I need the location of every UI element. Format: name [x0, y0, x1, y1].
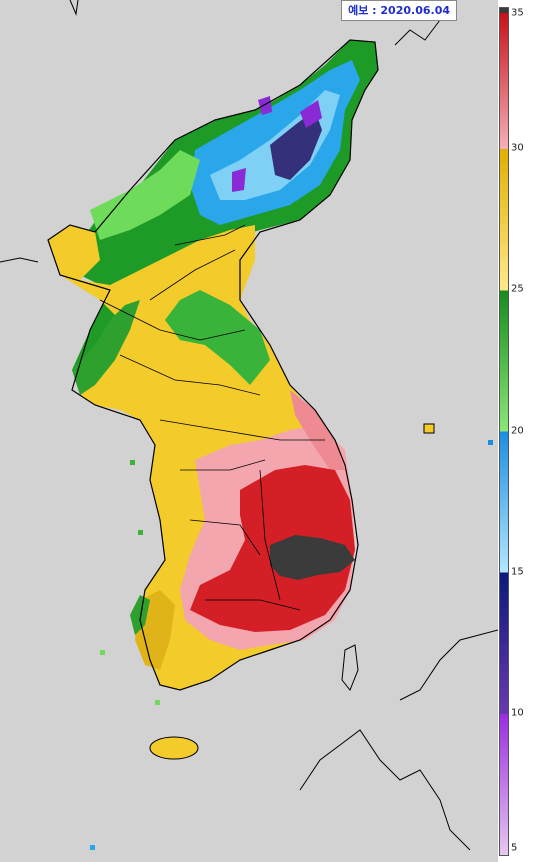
legend-tick-label: 25: [511, 283, 524, 295]
legend-tick-label: 10: [511, 707, 524, 719]
legend-tick-label: 35: [511, 7, 524, 19]
speck-3: [138, 530, 143, 535]
speck-2: [130, 460, 135, 465]
region-northwest-lightgreen: [90, 150, 200, 240]
speck-1: [90, 845, 95, 850]
region-east-coast-pink: [290, 390, 345, 470]
tsushima: [341, 644, 359, 691]
east-sea-dot: [488, 440, 493, 445]
temperature-legend: 35 30 25 20 15 10 5: [498, 0, 536, 862]
region-southwest-green: [130, 595, 150, 635]
legend-tick-label: 20: [511, 425, 524, 436]
speck-4: [100, 650, 105, 655]
region-west-green-coast: [72, 300, 140, 395]
province-borders: [99, 224, 325, 611]
speck-5: [155, 700, 160, 705]
map-canvas: [0, 0, 498, 851]
legend-tick-label: 30: [511, 142, 524, 154]
jeju-island: [149, 736, 199, 760]
china-coast: [0, 0, 79, 263]
region-north-darkblue: [270, 110, 322, 180]
colorbar: [499, 7, 509, 856]
japan-coast: [299, 19, 498, 851]
region-central-green-patch: [165, 290, 270, 385]
legend-tick-label: 15: [511, 566, 524, 578]
region-southeast-dark-core: [270, 535, 355, 580]
peninsula-coastline: [47, 39, 379, 691]
region-north-purple: [232, 96, 322, 192]
ulleung-island: [423, 423, 435, 434]
forecast-date-label: 예보 : 2020.06.04: [341, 0, 457, 21]
temperature-map: 예보 : 2020.06.04: [0, 0, 498, 851]
legend-tick-label: 5: [511, 842, 518, 854]
